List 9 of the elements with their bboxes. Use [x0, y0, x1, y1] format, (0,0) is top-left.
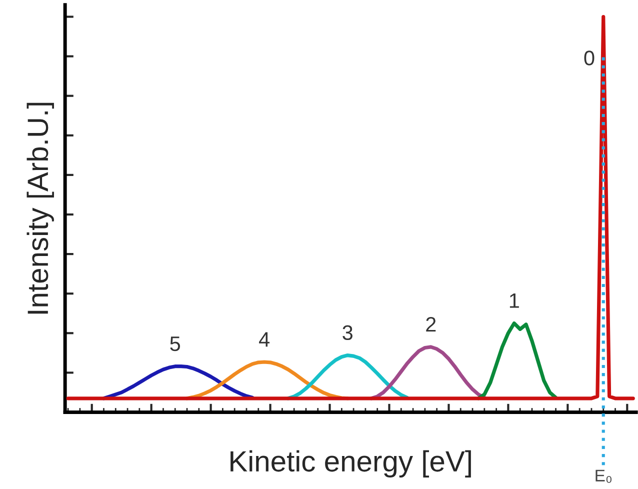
series-label: 3: [342, 325, 352, 340]
text: E₀: [596, 470, 612, 483]
y-axis-title: Intensity [Arb.U.]: [26, 102, 54, 314]
series-label: 0: [584, 50, 594, 66]
x-axis-title: Kinetic energy [eV]: [230, 450, 471, 478]
series-label: 4: [259, 332, 270, 347]
series-label: 2: [426, 316, 436, 332]
series-label: 5: [170, 336, 180, 352]
series-label: 1: [510, 293, 519, 308]
